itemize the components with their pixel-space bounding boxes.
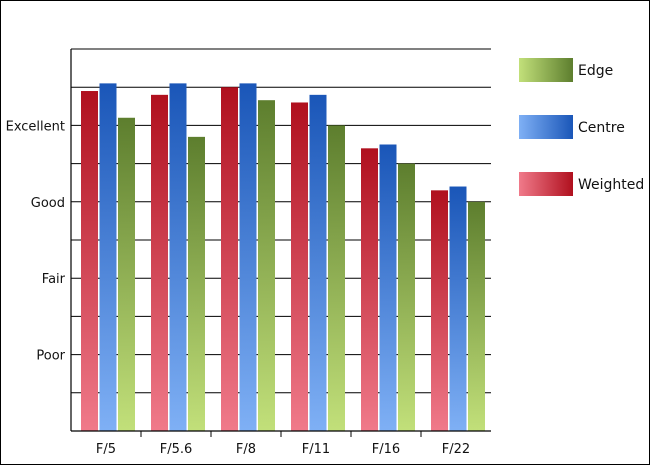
x-tick-label: F/5 <box>96 442 116 457</box>
bar-centre-F16 <box>379 144 397 431</box>
bar-weighted-F11 <box>291 102 308 431</box>
legend-swatch-weighted <box>519 172 573 196</box>
bar-edge-F5 <box>118 117 135 431</box>
legend-swatch-edge <box>519 58 573 82</box>
legend-swatch-centre <box>519 115 573 139</box>
x-tick-label: F/11 <box>302 442 330 457</box>
legend-label-weighted: Weighted <box>578 177 644 193</box>
axis-layer: Poor Fair Good Excellent F/5 F/5.6 F/8 F/11 F/16… <box>6 49 491 457</box>
bar-centre-F5 <box>99 83 117 431</box>
bar-edge-F8 <box>258 100 275 432</box>
y-tick-label: Good <box>31 196 65 211</box>
bar-edge-F16 <box>398 163 415 431</box>
legend-label-centre: Centre <box>578 120 625 136</box>
y-tick-label: Poor <box>36 349 65 364</box>
x-tick-label: F/5.6 <box>160 442 193 457</box>
x-tick-label: F/16 <box>372 442 400 457</box>
bar-centre-F22 <box>449 186 467 431</box>
y-tick-label: Fair <box>42 272 66 287</box>
legend: Edge Centre Weighted <box>519 58 644 196</box>
bar-weighted-F22 <box>431 190 448 431</box>
bar-edge-F22 <box>468 201 485 431</box>
bar-weighted-F5 <box>81 91 98 432</box>
bar-edge-F56 <box>188 136 205 432</box>
y-tick-label: Excellent <box>6 119 65 134</box>
x-tick-label: F/8 <box>236 442 256 457</box>
bar-centre-F11 <box>309 94 327 431</box>
x-tick-label: F/22 <box>442 442 470 457</box>
bar-centre-F8 <box>239 83 257 431</box>
bar-weighted-F16 <box>361 148 378 431</box>
bar-centre-F56 <box>169 83 187 431</box>
bar-weighted-F8 <box>221 87 238 431</box>
legend-label-edge: Edge <box>578 63 613 79</box>
bar-edge-F11 <box>328 125 345 432</box>
bars-layer <box>81 83 485 432</box>
grid-layer <box>71 48 491 394</box>
bar-weighted-F56 <box>151 94 168 431</box>
